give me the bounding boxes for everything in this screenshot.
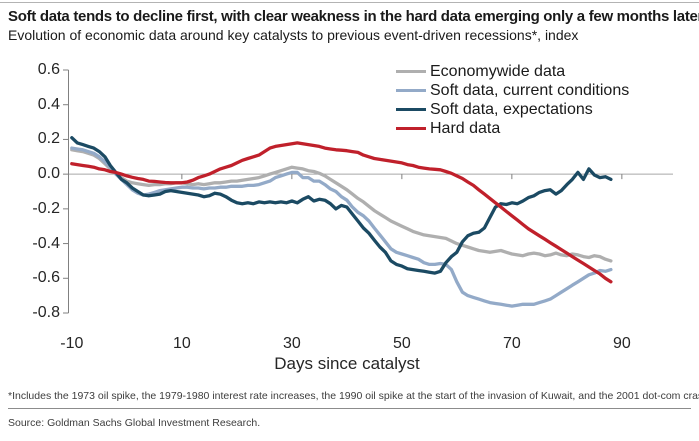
legend-item: Soft data, expectations bbox=[396, 100, 629, 119]
legend-label: Soft data, expectations bbox=[430, 101, 593, 118]
legend-label: Hard data bbox=[430, 120, 501, 137]
series-line-0 bbox=[70, 148, 613, 263]
legend-item: Hard data bbox=[396, 119, 629, 138]
legend-swatch-icon bbox=[396, 69, 426, 74]
series-line-3 bbox=[70, 141, 613, 284]
top-divider bbox=[0, 2, 699, 3]
legend: Economywide data Soft data, current condi… bbox=[396, 62, 629, 138]
y-tick-label: -0.4 bbox=[32, 234, 60, 252]
plot-area bbox=[63, 69, 673, 314]
source: Source: Goldman Sachs Global Investment … bbox=[8, 417, 261, 429]
x-tick-label: 90 bbox=[612, 335, 631, 352]
y-tick-label: 0.6 bbox=[37, 61, 60, 78]
x-axis-title: Days since catalyst bbox=[274, 354, 420, 373]
legend-swatch-icon bbox=[396, 88, 426, 93]
legend-item: Soft data, current conditions bbox=[396, 81, 629, 100]
y-tick-label: -0.2 bbox=[32, 199, 60, 217]
y-tick-label: -0.6 bbox=[32, 269, 60, 287]
chart-subtitle: Evolution of economic data around key ca… bbox=[8, 27, 579, 43]
legend-swatch-icon bbox=[396, 126, 426, 131]
x-tick-label: 10 bbox=[172, 335, 191, 352]
chart-title: Soft data tends to decline first, with c… bbox=[8, 8, 699, 25]
y-tick-label: 0.2 bbox=[37, 130, 60, 148]
y-tick-label: -0.8 bbox=[32, 304, 60, 321]
legend-item: Economywide data bbox=[396, 62, 629, 81]
footnote-divider bbox=[8, 408, 691, 409]
x-tick-label: 50 bbox=[392, 335, 411, 352]
x-tick-label: 30 bbox=[282, 335, 301, 352]
series-line-1 bbox=[70, 146, 613, 308]
x-tick-label: 70 bbox=[502, 335, 521, 352]
legend-label: Economywide data bbox=[430, 63, 566, 80]
footnote: *Includes the 1973 oil spike, the 1979-1… bbox=[8, 390, 699, 402]
x-tick-label: -10 bbox=[60, 335, 84, 352]
y-tick-label: 0.4 bbox=[37, 95, 60, 113]
legend-swatch-icon bbox=[396, 107, 426, 112]
y-tick-label: 0.0 bbox=[37, 165, 60, 183]
series-line-2 bbox=[70, 136, 613, 275]
legend-label: Soft data, current conditions bbox=[430, 82, 630, 99]
